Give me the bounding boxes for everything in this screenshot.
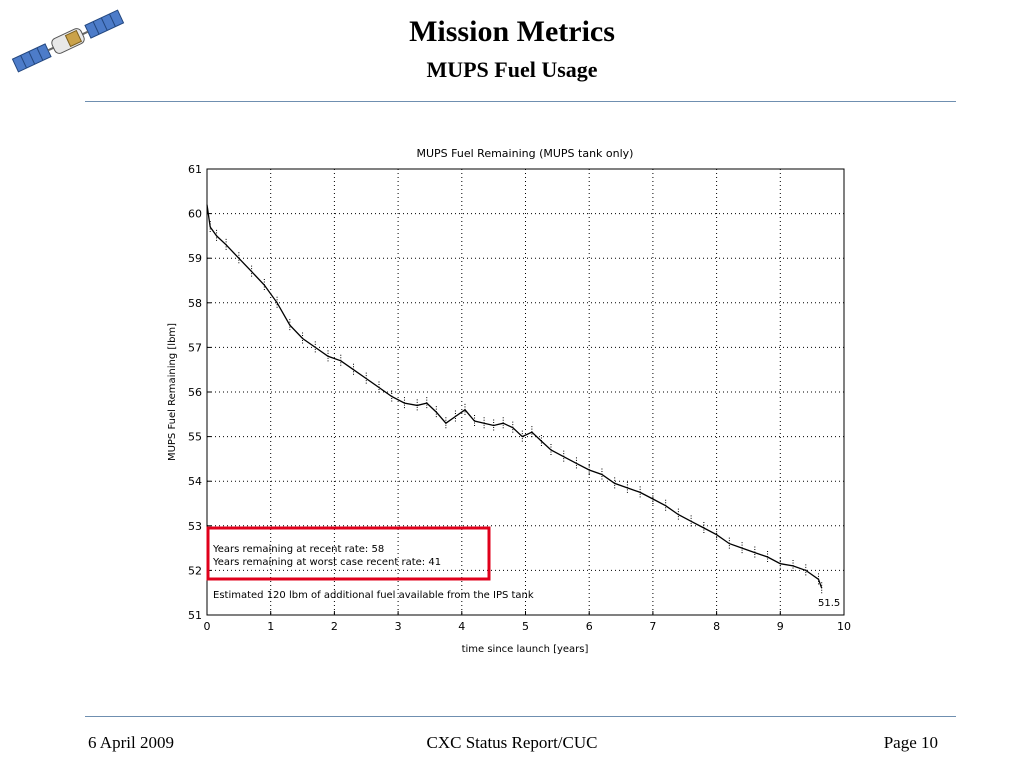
footer-page: Page 10	[883, 733, 938, 752]
ips-note: Estimated 120 lbm of additional fuel ava…	[213, 590, 534, 601]
chart-title: MUPS Fuel Remaining (MUPS tank only)	[417, 147, 634, 160]
y-axis-label: MUPS Fuel Remaining [lbm]	[167, 323, 178, 461]
box-line-2: Years remaining at worst case recent rat…	[212, 557, 441, 568]
y-tick-label: 57	[188, 341, 202, 354]
x-tick-label: 1	[267, 620, 274, 633]
y-tick-label: 59	[188, 252, 202, 265]
y-tick-label: 58	[188, 297, 202, 310]
x-tick-label: 3	[395, 620, 402, 633]
y-tick-label: 51	[188, 609, 202, 622]
box-line-1: Years remaining at recent rate: 58	[212, 544, 384, 555]
footer-report: CXC Status Report/CUC	[426, 733, 598, 752]
y-tick-label: 54	[188, 475, 202, 488]
y-tick-label: 56	[188, 386, 202, 399]
x-axis-label: time since launch [years]	[462, 644, 589, 655]
x-tick-label: 0	[204, 620, 211, 633]
x-tick-label: 7	[649, 620, 656, 633]
header-divider	[85, 101, 956, 102]
footer-date: 6 April 2009	[88, 733, 174, 752]
x-tick-label: 2	[331, 620, 338, 633]
slide-title: Mission Metrics	[409, 15, 615, 48]
y-tick-label: 52	[188, 564, 202, 577]
slide-subtitle: MUPS Fuel Usage	[426, 57, 598, 82]
y-tick-label: 53	[188, 520, 202, 533]
y-tick-label: 55	[188, 431, 202, 444]
x-tick-label: 9	[777, 620, 784, 633]
y-tick-label: 60	[188, 208, 202, 221]
satellite-icon	[11, 9, 125, 73]
end-value-label: 51.5	[818, 598, 840, 609]
highlight-box	[206, 526, 491, 581]
plot-area	[206, 168, 845, 616]
x-tick-label: 10	[837, 620, 851, 633]
x-tick-label: 4	[458, 620, 465, 633]
x-tick-label: 8	[713, 620, 720, 633]
footer-divider	[85, 716, 956, 717]
y-tick-label: 61	[188, 163, 202, 176]
x-tick-label: 5	[522, 620, 529, 633]
x-tick-label: 6	[586, 620, 593, 633]
series-group	[206, 198, 823, 595]
